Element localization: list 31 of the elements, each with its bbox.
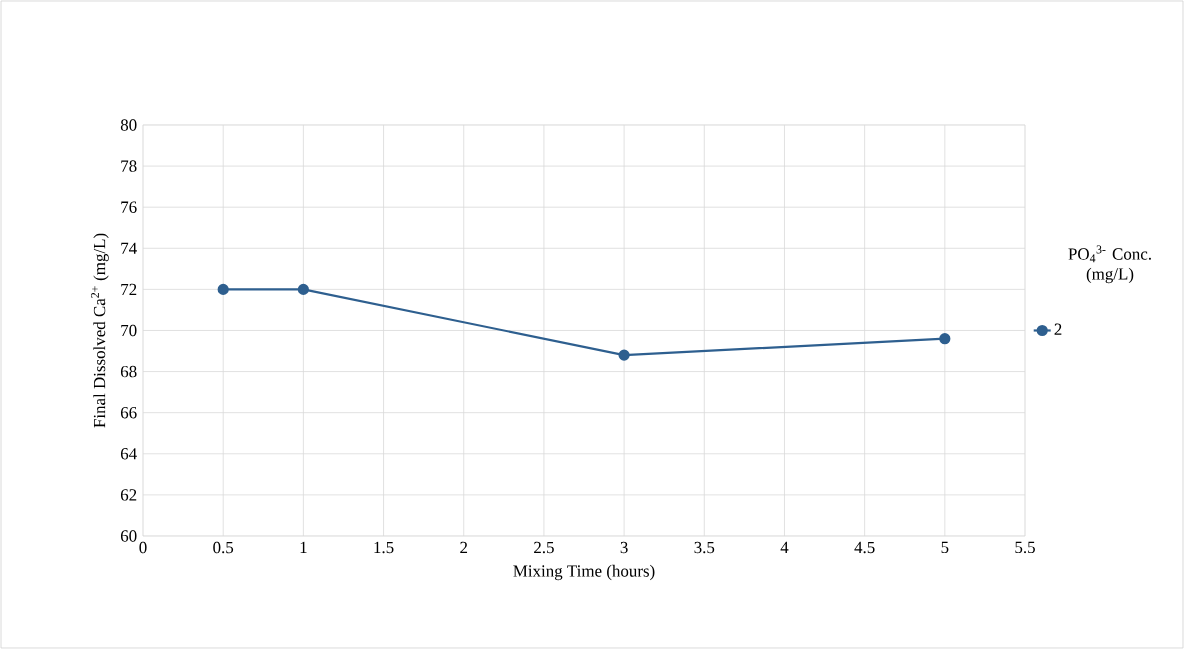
x-tick-label: 0 (139, 541, 147, 554)
y-tick-label: 60 (120, 530, 137, 542)
x-tick-label: 4 (780, 541, 789, 553)
x-tick-label: 5.5 (1015, 541, 1035, 554)
x-tick-label: 4.5 (854, 541, 875, 554)
x-tick-label: 2 (460, 541, 468, 554)
y-tick-label: 70 (121, 324, 137, 337)
y-axis-title: Final Dissolved Ca$^{2+}$ (mg/L) (90, 233, 109, 428)
point (217, 283, 229, 295)
x-tick-label: 5 (941, 541, 949, 554)
y-tick-label: 68 (120, 365, 137, 378)
y-tick-label: 80 (120, 119, 137, 131)
point (297, 283, 309, 295)
legend-label: 2 (1054, 323, 1062, 335)
point (618, 349, 630, 361)
point (939, 333, 951, 345)
x-tick-label: 0.5 (213, 541, 234, 554)
x-tick-label: 3.5 (694, 541, 715, 554)
y-tick-label: 64 (120, 448, 137, 460)
y-tick-label: 66 (120, 406, 137, 419)
x-tick-label: 2.5 (534, 541, 554, 554)
y-tick-label: 62 (120, 489, 137, 501)
x-tick-label: 1 (300, 541, 307, 554)
legend-title: PO$_{4}$$^{3-}$ Conc. (mg/L) (1068, 245, 1151, 284)
y-tick-label: 72 (121, 283, 137, 295)
x-tick-label: 3 (620, 541, 628, 554)
y-tick-label: 74 (121, 242, 137, 254)
x-axis-title: Mixing Time (hours) (513, 564, 655, 581)
y-tick-label: 76 (121, 201, 137, 213)
y-tick-label: 78 (121, 160, 137, 172)
x-tick-label: 1.5 (374, 541, 394, 554)
